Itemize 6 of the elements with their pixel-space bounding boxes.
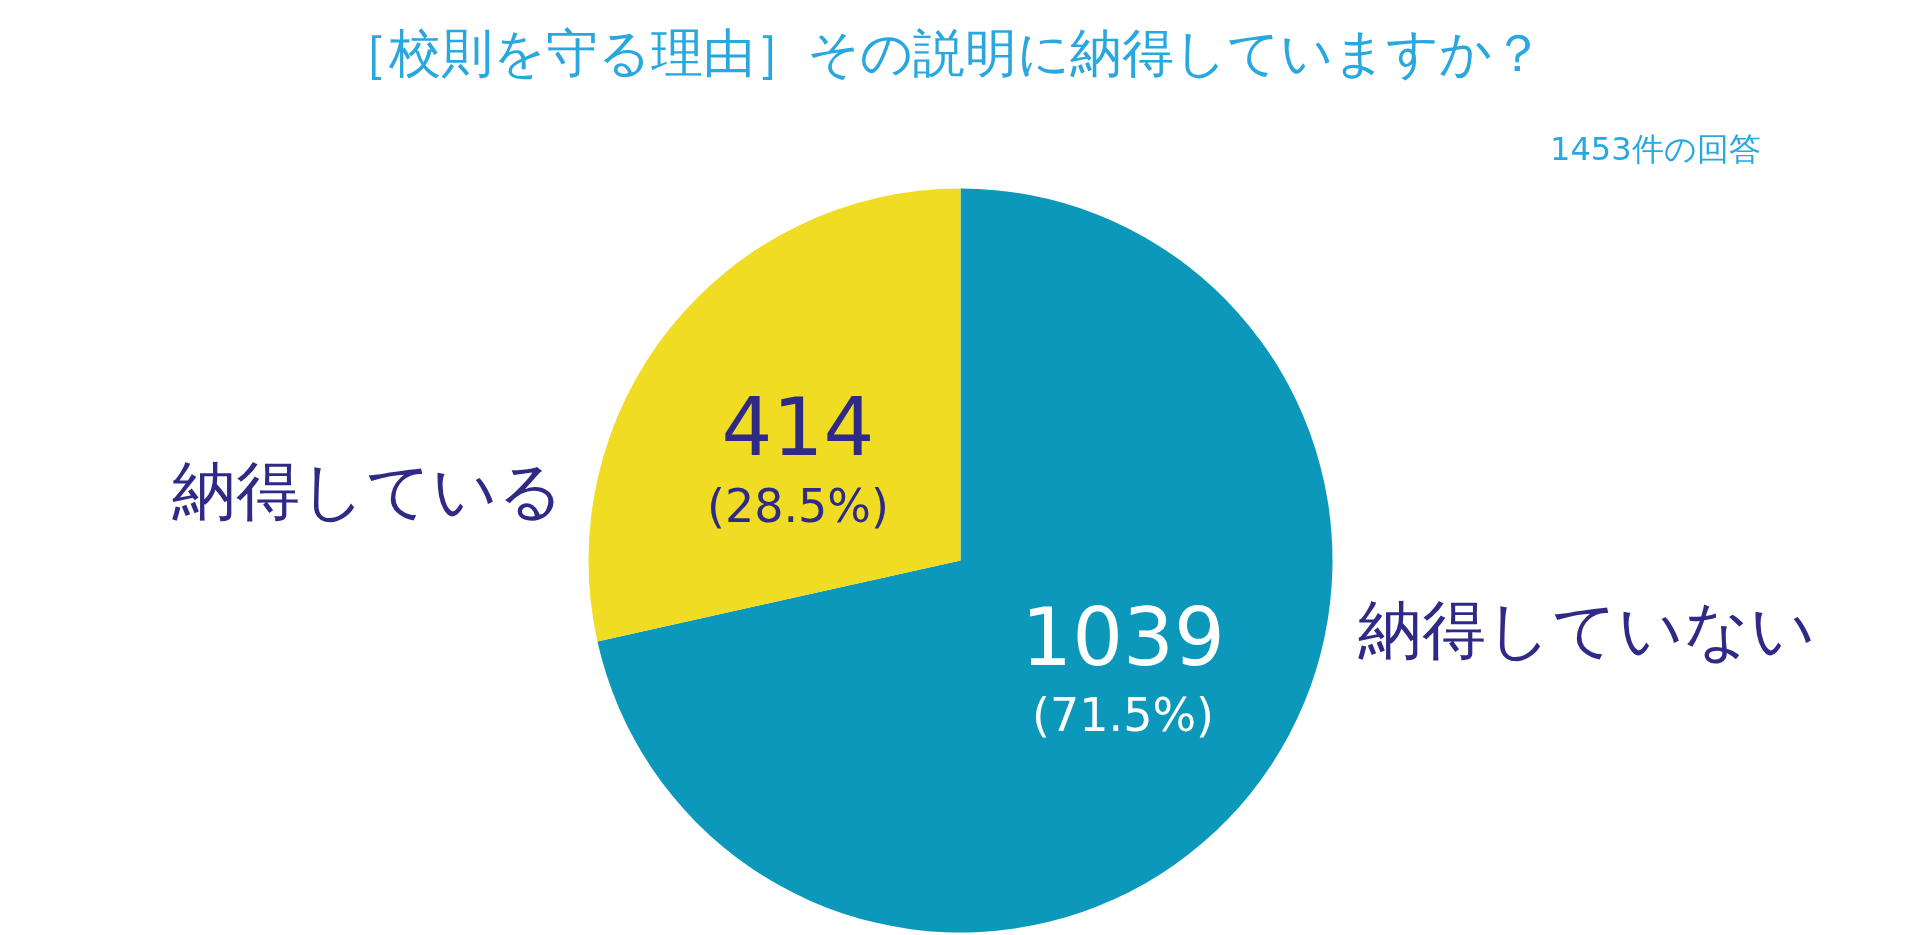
slice-label: 納得している xyxy=(171,453,564,528)
slice-label: 納得していない xyxy=(1357,593,1816,668)
data-label: 1039 (71.5%) xyxy=(1021,590,1225,743)
chart-title: ［校則を守る理由］その説明に納得していますか？ xyxy=(337,22,1544,83)
data-label: 414 (28.5%) xyxy=(706,381,889,533)
chart-subtitle: 1453件の回答 xyxy=(1550,129,1761,168)
